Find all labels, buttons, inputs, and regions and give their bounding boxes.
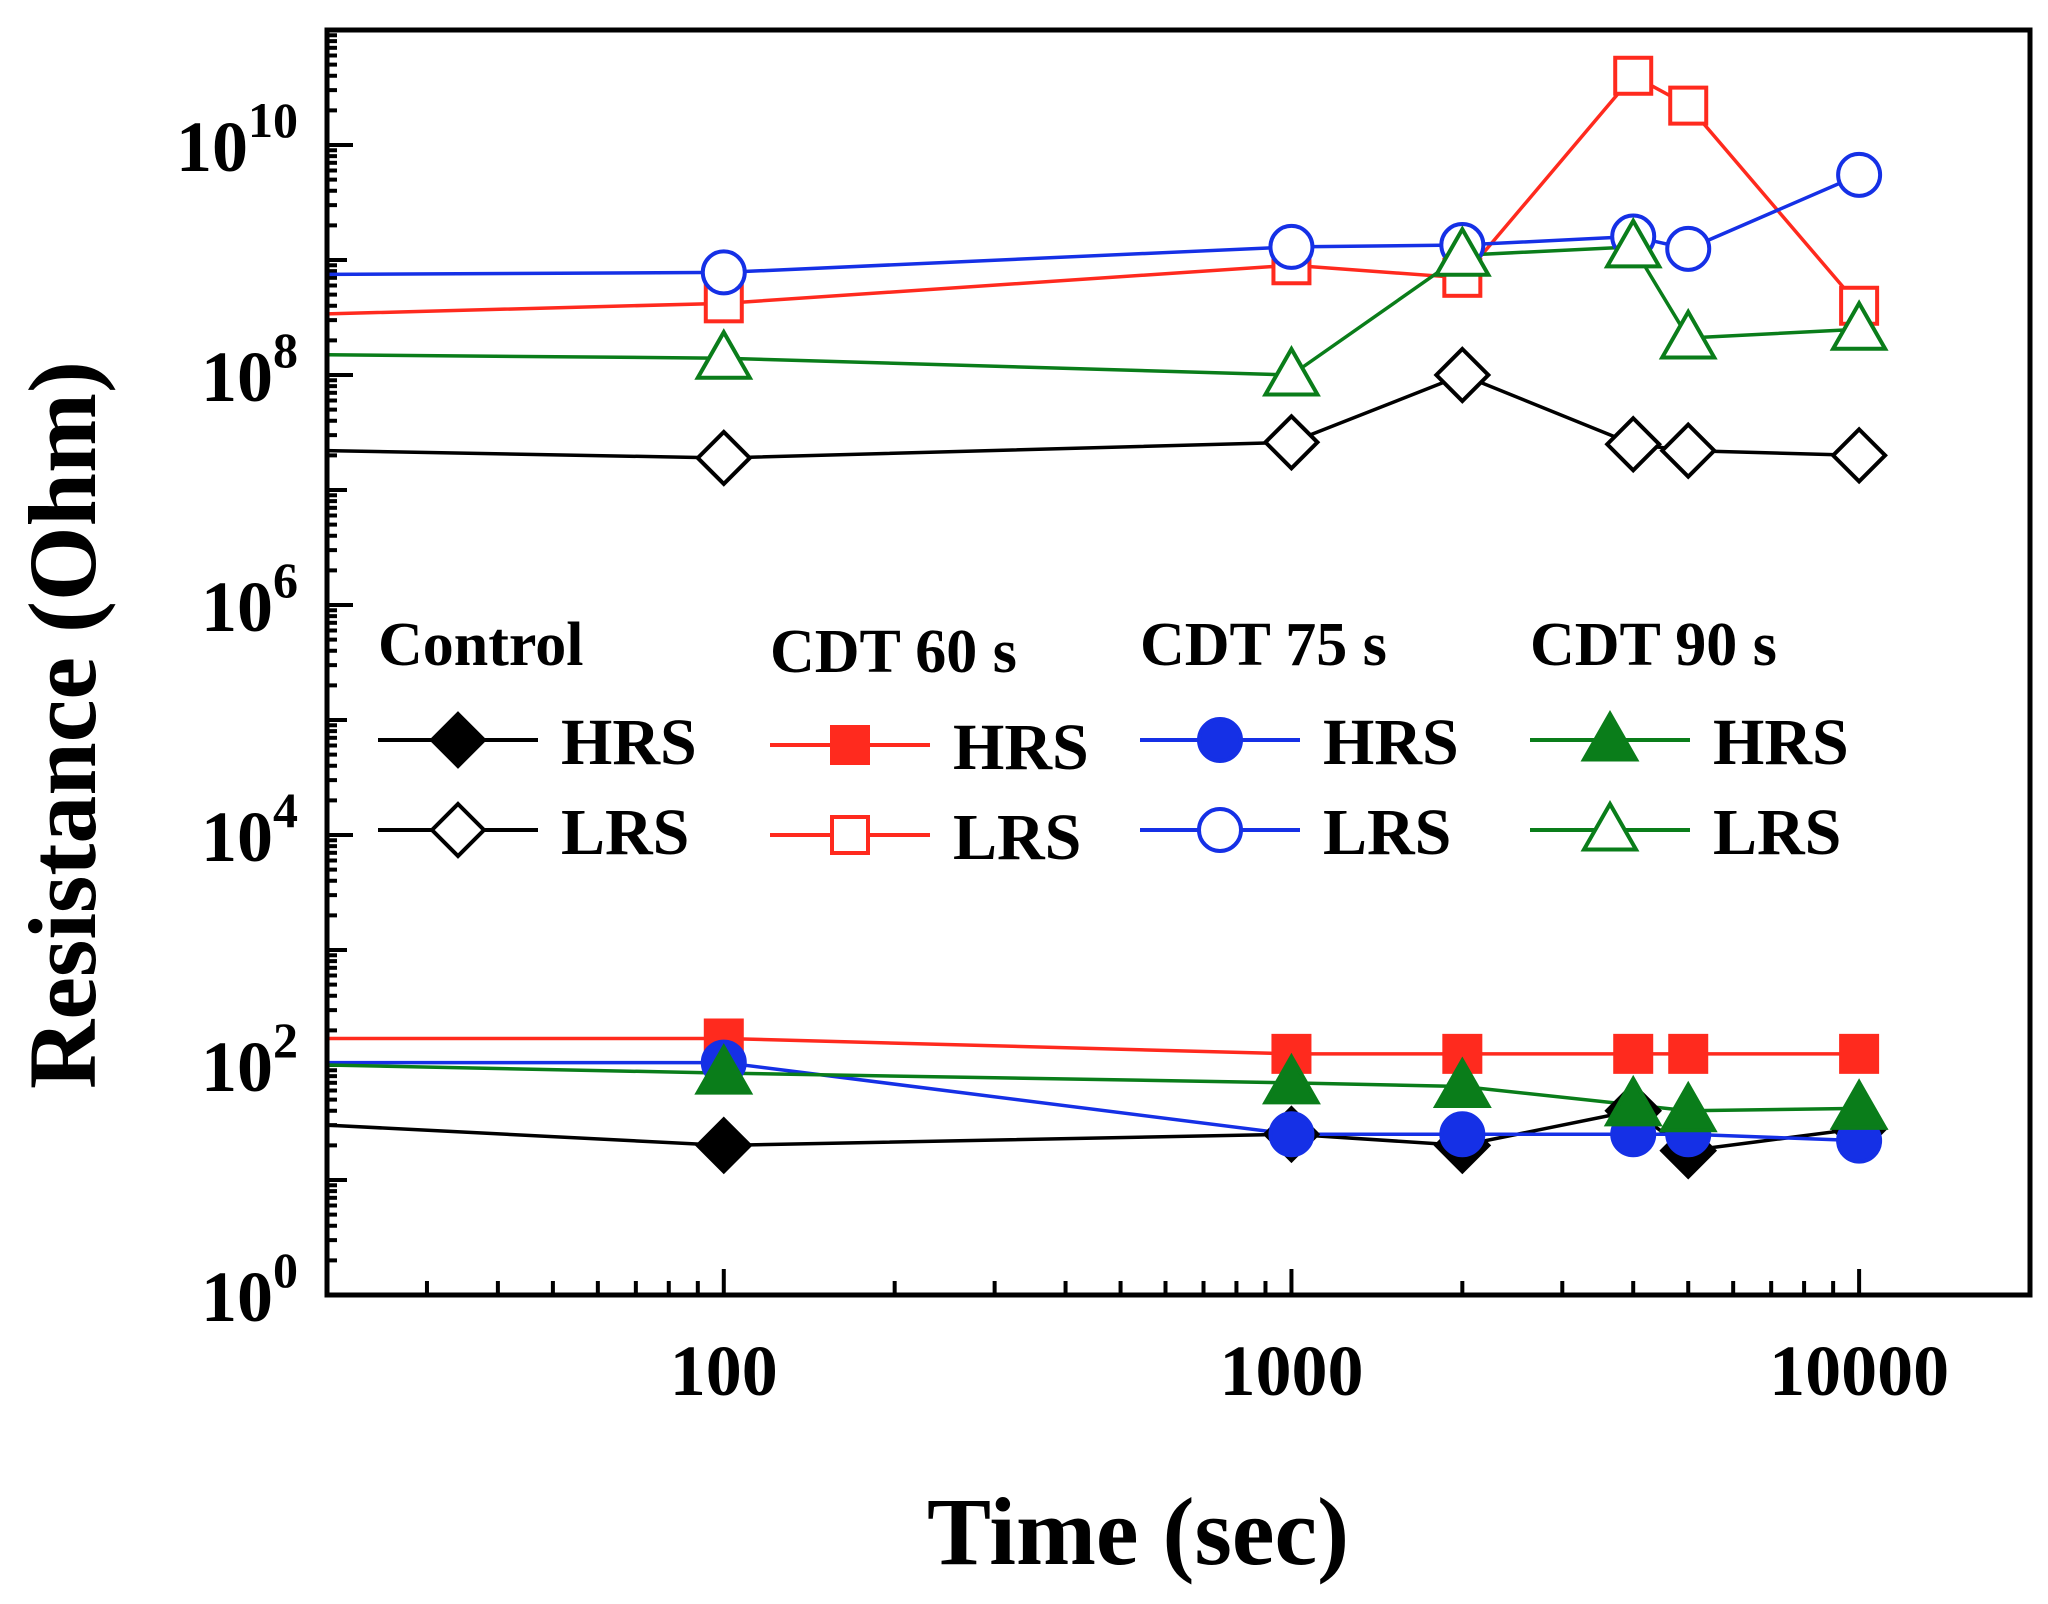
legend-marker [429, 801, 487, 859]
data-point [1603, 1074, 1663, 1127]
data-point [1432, 225, 1492, 277]
data-point [1836, 151, 1883, 198]
legend-title: CDT 60 s [770, 618, 1017, 686]
legend-label: LRS [1713, 796, 1841, 869]
legend: Control HRS LRS CDT 60 s HRS LRS CDT 75 s HRS LR… [378, 611, 1849, 874]
data-point [1432, 1056, 1492, 1109]
legend-marker [830, 725, 870, 765]
legend-title: Control [378, 611, 584, 679]
data-point [1830, 426, 1888, 485]
legend-label: HRS [561, 706, 697, 779]
y-tick-label: 104 [201, 782, 298, 877]
legend-marker [429, 711, 487, 769]
data-point [1839, 1033, 1880, 1074]
legend-label: HRS [953, 711, 1089, 784]
legend-title: CDT 90 s [1530, 611, 1777, 679]
y-tick-label: 108 [201, 322, 298, 417]
data-point [1262, 344, 1321, 397]
data-point [1268, 1111, 1315, 1158]
series-markers [694, 55, 1889, 1180]
legend-marker [1197, 717, 1243, 763]
x-tick-label: 10000 [1769, 1331, 1949, 1411]
data-point [1839, 285, 1880, 326]
data-point [1658, 1080, 1718, 1133]
data-point [1659, 421, 1718, 480]
data-point [1829, 1078, 1889, 1130]
data-point [694, 429, 753, 487]
legend-marker [1580, 799, 1640, 852]
data-point [1613, 55, 1654, 96]
data-point [1603, 216, 1663, 269]
y-axis-title: Resistance (Ohm) [9, 361, 116, 1089]
data-point [1668, 85, 1709, 126]
legend-marker [830, 815, 870, 855]
data-point [1604, 415, 1663, 474]
series-line-cdt-60-s-lrs [326, 74, 1861, 316]
plot-frame [324, 27, 2033, 1298]
y-tick-label: 100 [201, 1242, 298, 1337]
y-tick-label: 1010 [176, 92, 298, 187]
data-point [1665, 225, 1712, 272]
data-point [694, 328, 754, 380]
data-point [1433, 346, 1492, 404]
data-point [1668, 1033, 1709, 1074]
data-point [1613, 1033, 1654, 1074]
legend-label: HRS [1323, 706, 1459, 779]
x-tick-label: 100 [670, 1331, 778, 1411]
data-point [694, 1116, 753, 1175]
legend-label: LRS [1323, 796, 1451, 869]
y-tick-label: 106 [201, 552, 298, 647]
legend-marker [1580, 709, 1640, 762]
data-point [694, 1043, 754, 1095]
x-axis-title: Time (sec) [927, 1478, 1349, 1585]
data-point [1439, 1111, 1486, 1158]
legend-label: LRS [561, 796, 689, 869]
legend-title: CDT 75 s [1140, 611, 1387, 679]
legend-label: HRS [1713, 706, 1849, 779]
legend-marker [1197, 807, 1243, 853]
x-tick-label: 1000 [1219, 1331, 1363, 1411]
data-point [1658, 307, 1718, 360]
tick-labels: 100 1000 10000 100 102 104 106 108 1010 [176, 92, 1949, 1411]
legend-label: LRS [953, 801, 1081, 874]
data-point [1829, 299, 1889, 351]
data-point [1262, 413, 1321, 472]
data-point [1268, 223, 1315, 270]
data-point [1262, 1052, 1321, 1105]
data-point [700, 249, 747, 296]
y-tick-label: 102 [201, 1012, 298, 1107]
